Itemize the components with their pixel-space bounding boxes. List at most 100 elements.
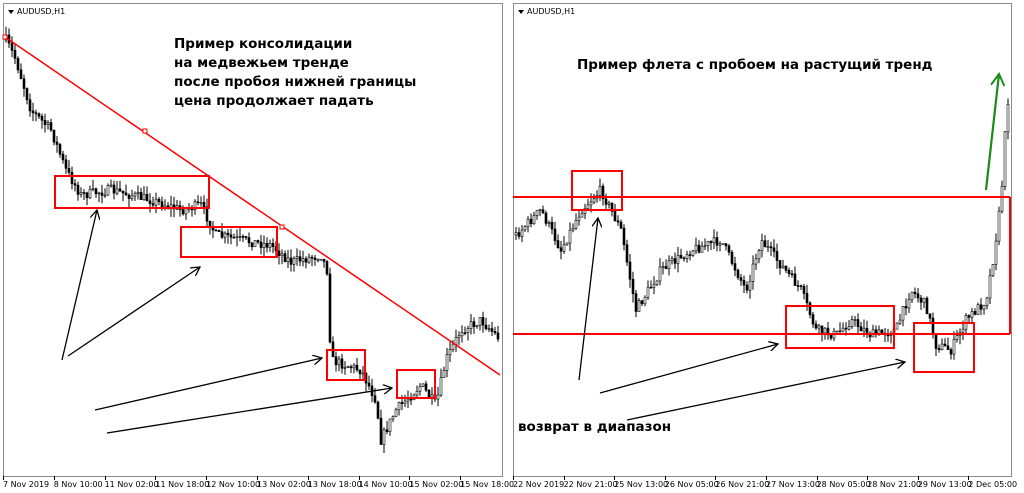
bull-candle bbox=[835, 330, 839, 333]
bull-candle bbox=[307, 256, 311, 263]
bull-candle bbox=[592, 198, 596, 203]
bear-candle bbox=[85, 192, 89, 199]
bull-candle bbox=[454, 337, 458, 345]
right-title: Пример флета с пробоем на растущий тренд bbox=[577, 57, 933, 73]
bear-candle bbox=[979, 304, 983, 310]
bear-candle bbox=[37, 113, 41, 117]
bear-candle bbox=[283, 253, 287, 262]
bear-candle bbox=[124, 192, 128, 196]
range-box bbox=[785, 305, 895, 349]
bear-candle bbox=[544, 212, 548, 224]
bear-candle bbox=[820, 325, 824, 334]
consolidation-box bbox=[396, 369, 436, 399]
bull-candle bbox=[457, 335, 461, 338]
bull-candle bbox=[586, 204, 590, 209]
bear-candle bbox=[688, 254, 692, 256]
bull-candle bbox=[652, 284, 656, 288]
trendline-anchor bbox=[142, 128, 148, 134]
bear-candle bbox=[829, 334, 833, 339]
bull-candle bbox=[952, 339, 956, 355]
bear-candle bbox=[484, 324, 488, 329]
x-tick-label: 12 Nov 10:00 bbox=[206, 476, 261, 489]
bull-candle bbox=[646, 286, 650, 298]
symbol-label[interactable]: AUDUSD,H1 bbox=[518, 7, 575, 16]
bull-candle bbox=[538, 209, 542, 212]
bear-candle bbox=[76, 184, 80, 195]
bear-candle bbox=[373, 395, 377, 403]
bull-candle bbox=[571, 227, 575, 231]
bear-candle bbox=[349, 366, 353, 369]
bear-candle bbox=[622, 227, 626, 245]
bear-candle bbox=[55, 141, 59, 145]
bear-candle bbox=[148, 200, 152, 204]
bull-candle bbox=[106, 185, 110, 196]
consolidation-box bbox=[326, 349, 366, 381]
pointer-arrow bbox=[61, 210, 97, 361]
bull-candle bbox=[565, 242, 569, 246]
bull-candle bbox=[895, 322, 899, 330]
bear-candle bbox=[763, 240, 767, 248]
bull-candle bbox=[142, 194, 146, 200]
left-candles bbox=[4, 26, 500, 453]
symbol-label[interactable]: AUDUSD,H1 bbox=[8, 7, 65, 16]
bull-candle bbox=[292, 258, 296, 265]
bull-candle bbox=[955, 335, 959, 340]
bull-candle bbox=[238, 236, 242, 238]
bear-candle bbox=[682, 257, 686, 260]
bear-candle bbox=[886, 334, 890, 337]
bull-candle bbox=[901, 306, 905, 321]
bull-candle bbox=[643, 296, 647, 305]
right-candles bbox=[514, 98, 1010, 360]
bear-candle bbox=[19, 69, 23, 80]
bull-candle bbox=[766, 246, 770, 249]
bull-candle bbox=[574, 220, 578, 229]
bear-candle bbox=[52, 129, 56, 143]
bull-candle bbox=[520, 229, 524, 237]
bull-candle bbox=[1000, 186, 1004, 212]
bear-candle bbox=[289, 257, 293, 265]
annotation-line: на медвежьем тренде bbox=[174, 55, 349, 71]
bear-candle bbox=[94, 188, 98, 195]
bull-candle bbox=[406, 398, 410, 402]
bull-candle bbox=[319, 258, 323, 261]
bear-candle bbox=[973, 311, 977, 315]
bear-candle bbox=[22, 78, 26, 89]
bear-candle bbox=[619, 221, 623, 229]
bear-candle bbox=[31, 110, 35, 114]
dropdown-triangle-icon bbox=[518, 9, 524, 14]
bull-candle bbox=[361, 372, 365, 375]
bull-candle bbox=[391, 416, 395, 420]
bear-candle bbox=[793, 273, 797, 286]
bear-candle bbox=[49, 122, 53, 131]
bull-candle bbox=[712, 237, 716, 243]
bull-candle bbox=[523, 226, 527, 231]
bear-candle bbox=[493, 331, 497, 334]
x-tick-label: 15 Nov 02:00 bbox=[409, 476, 464, 489]
bear-candle bbox=[256, 240, 260, 243]
bear-candle bbox=[934, 334, 938, 349]
bear-candle bbox=[202, 202, 206, 208]
x-tick-label: 13 Nov 02:00 bbox=[257, 476, 311, 489]
bear-candle bbox=[640, 300, 644, 305]
bear-candle bbox=[943, 343, 947, 347]
bull-candle bbox=[397, 402, 401, 411]
bear-candle bbox=[427, 389, 431, 398]
bear-candle bbox=[409, 398, 413, 401]
breakout-arrow bbox=[984, 74, 999, 191]
bull-candle bbox=[970, 311, 974, 318]
bear-candle bbox=[772, 247, 776, 252]
bear-candle bbox=[463, 332, 467, 334]
bear-candle bbox=[613, 211, 617, 222]
bear-candle bbox=[112, 184, 116, 194]
bull-candle bbox=[388, 418, 392, 432]
x-tick-label: 22 Nov 21:00 bbox=[563, 476, 618, 489]
bull-candle bbox=[940, 343, 944, 351]
bull-candle bbox=[661, 266, 665, 268]
annotation-line: цена продолжает падать bbox=[174, 93, 374, 109]
bear-candle bbox=[247, 237, 251, 244]
bull-candle bbox=[115, 188, 119, 194]
bull-candle bbox=[478, 317, 482, 326]
bear-candle bbox=[40, 116, 44, 121]
x-tick-label: 22 Nov 2019 bbox=[513, 476, 565, 489]
x-tick-label: 26 Nov 21:00 bbox=[715, 476, 770, 489]
